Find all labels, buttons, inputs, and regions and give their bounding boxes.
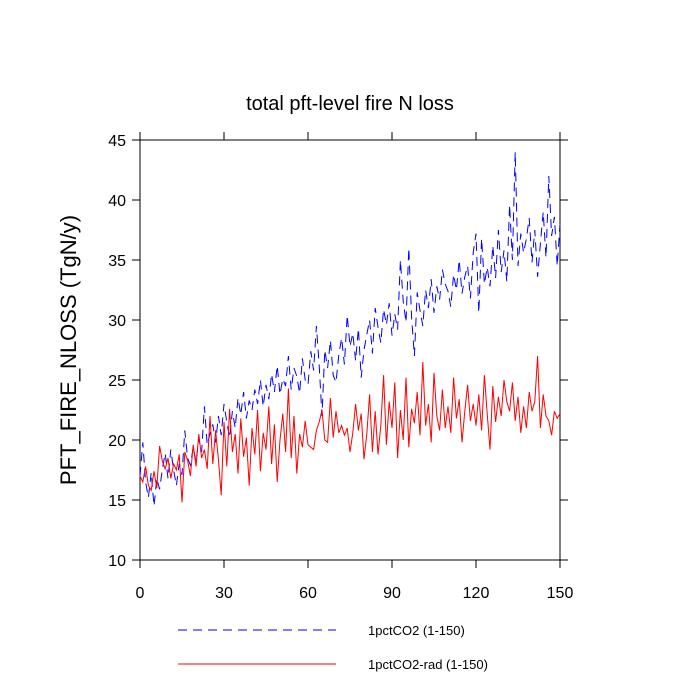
y-tick-label: 25: [108, 373, 126, 390]
x-tick-label: 60: [299, 585, 317, 602]
legend-label: 1pctCO2 (1-150): [368, 623, 465, 638]
y-tick-label: 30: [108, 313, 126, 330]
y-tick-label: 10: [108, 553, 126, 570]
x-tick-label: 120: [463, 585, 490, 602]
x-tick-label: 150: [547, 585, 574, 602]
plot-frame: [139, 139, 561, 561]
x-tick-label: 30: [215, 585, 233, 602]
chart-title: total pft-level fire N loss: [246, 93, 454, 115]
legend-label: 1pctCO2-rad (1-150): [368, 657, 488, 672]
y-axis-label: PFT_FIRE_NLOSS (TgN/y): [56, 215, 81, 485]
data-line: [139, 355, 561, 503]
x-tick-label: 90: [383, 585, 401, 602]
y-tick-label: 45: [108, 133, 126, 150]
y-tick-label: 15: [108, 493, 126, 510]
x-tick-label: 0: [136, 585, 145, 602]
y-tick-label: 20: [108, 433, 126, 450]
data-line: [139, 151, 561, 507]
y-tick-label: 35: [108, 253, 126, 270]
y-tick-label: 40: [108, 193, 126, 210]
